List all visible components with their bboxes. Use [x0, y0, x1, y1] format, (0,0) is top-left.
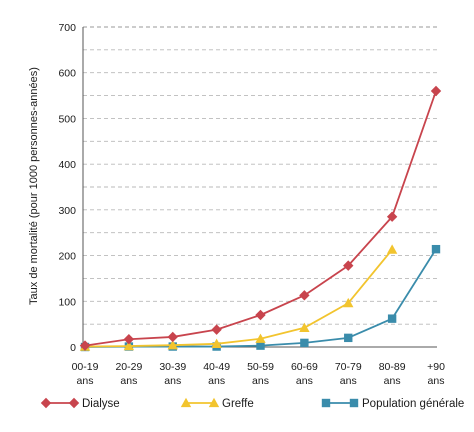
legend-label: Dialyse: [82, 398, 120, 410]
series-line-dialyse: [84, 90, 437, 347]
legend-item-dialyse: Dialyse: [40, 397, 120, 410]
data-point-dialyse: [255, 309, 266, 321]
data-point-population-g-n-rale: [387, 314, 397, 323]
series-greffe: [79, 244, 398, 351]
data-point-dialyse: [299, 290, 310, 301]
x-tick-label-unit: ans: [296, 375, 313, 387]
series-dialyse: [79, 85, 442, 351]
legend-marker: [349, 398, 359, 408]
x-tick-label: 00-19: [72, 361, 99, 373]
data-point-greffe: [211, 338, 222, 348]
data-point-population-g-n-rale: [256, 341, 265, 350]
data-point-population-g-n-rale: [300, 338, 309, 348]
legend-item-population-g-n-rale: Population générale: [321, 398, 464, 410]
x-tick-label: 50-59: [247, 361, 274, 373]
data-point-dialyse: [167, 331, 178, 343]
data-point-greffe: [386, 244, 398, 254]
data-point-greffe: [343, 297, 354, 308]
y-tick-label: 300: [58, 205, 76, 217]
x-tick-label-unit: ans: [77, 375, 94, 387]
data-point-greffe: [123, 340, 135, 351]
legend-marker: [321, 398, 331, 408]
x-tick-label: +90: [427, 361, 445, 373]
x-tick-label-unit: ans: [120, 375, 137, 387]
grid-lines: [83, 26, 437, 325]
x-tick-label-unit: ans: [428, 375, 445, 387]
data-point-dialyse: [211, 324, 222, 335]
x-tick-label: 40-49: [203, 361, 230, 373]
x-tick-label-unit: ans: [164, 375, 181, 387]
y-tick-label: 100: [58, 296, 76, 308]
y-tick-labels: 0 100 200 300 400 500 600 700: [58, 22, 76, 354]
y-tick-label: 700: [58, 22, 76, 34]
data-point-dialyse: [123, 334, 135, 345]
y-axis-label: Taux de mortalité (pour 1000 personnes-a…: [28, 67, 40, 305]
y-tick-label: 600: [58, 68, 76, 80]
legend: Dialyse Greffe Population générale: [40, 397, 464, 410]
x-tick-label: 60-69: [291, 361, 318, 373]
data-point-greffe: [299, 322, 310, 332]
x-tick-label: 80-89: [379, 361, 406, 373]
series-line-greffe: [84, 249, 393, 348]
data-point-greffe: [255, 333, 266, 343]
x-tick-label-unit: ans: [384, 375, 401, 387]
x-tick-label-unit: ans: [208, 375, 225, 387]
y-tick-label: 500: [58, 113, 76, 125]
x-tick-label: 70-79: [335, 361, 362, 373]
legend-label: Population générale: [362, 398, 464, 410]
data-point-dialyse: [343, 260, 354, 271]
data-point-dialyse: [79, 340, 91, 351]
legend-marker: [40, 397, 52, 409]
x-tick-label: 20-29: [115, 361, 142, 373]
series-line-population-g-n-rale: [84, 248, 437, 348]
series-group: [79, 85, 442, 352]
legend-marker: [68, 397, 80, 409]
x-tick-labels: 00-19 ans 20-29 ans 30-39 ans 40-49 ans 50-59 ans…: [72, 361, 445, 387]
data-point-dialyse: [386, 211, 398, 222]
data-point-population-g-n-rale: [431, 244, 441, 254]
data-point-dialyse: [430, 85, 442, 97]
legend-label: Greffe: [222, 398, 254, 410]
y-tick-label: 0: [70, 342, 76, 354]
legend-item-greffe: Greffe: [180, 397, 254, 410]
data-point-greffe: [167, 339, 178, 350]
data-point-population-g-n-rale: [344, 333, 353, 343]
legend-marker: [208, 397, 220, 408]
x-tick-label-unit: ans: [340, 375, 357, 387]
x-tick-label-unit: ans: [252, 375, 269, 387]
legend-marker: [180, 397, 192, 408]
y-tick-label: 200: [58, 251, 76, 263]
x-tick-label: 30-39: [159, 361, 186, 373]
y-tick-label: 400: [58, 159, 76, 171]
